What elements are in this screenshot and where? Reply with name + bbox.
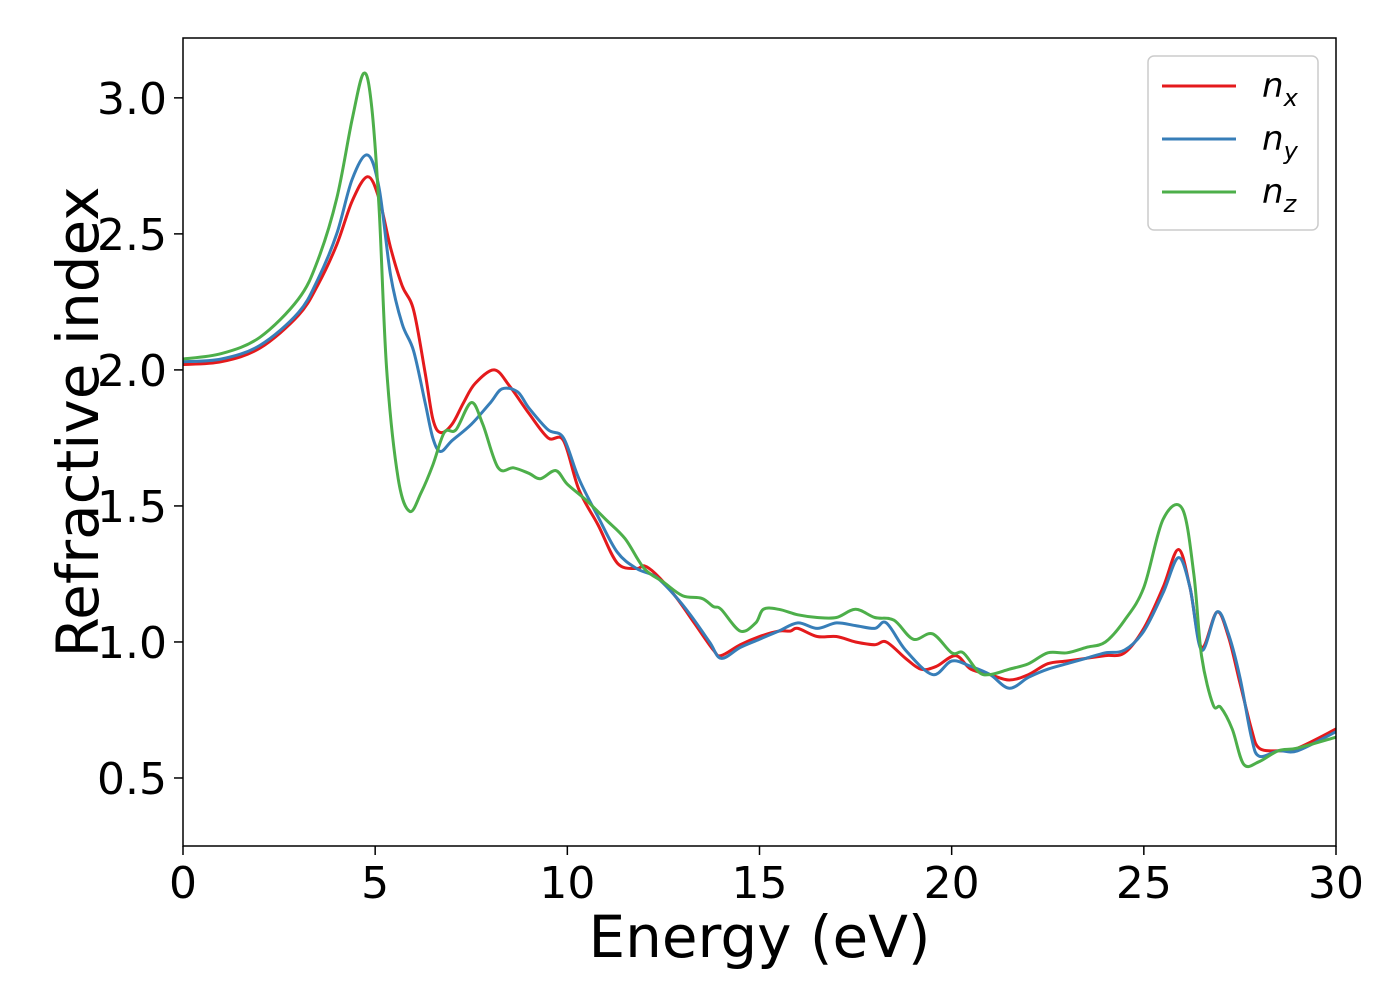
x-axis-ticks: 0 5 10 15 20 25 30	[169, 846, 1364, 909]
series-line-ny	[183, 153, 1336, 759]
legend-label-subscript: y	[1283, 137, 1299, 165]
legend-label-nz: nz	[1262, 172, 1298, 218]
series-layer	[183, 71, 1336, 769]
legend-label-base: n	[1262, 119, 1284, 159]
legend-label-subscript: x	[1283, 84, 1299, 112]
y-axis-ticks: 0.5 1.0 1.5 2.0 2.5 3.0	[97, 74, 183, 805]
legend-label-base: n	[1262, 66, 1284, 106]
x-tick-label: 30	[1308, 858, 1364, 909]
x-tick-label: 10	[539, 858, 595, 909]
y-tick-label: 2.0	[97, 346, 167, 397]
legend-label-ny: ny	[1262, 119, 1299, 165]
y-tick-label: 3.0	[97, 74, 167, 125]
x-tick-label: 0	[169, 858, 197, 909]
x-tick-label: 25	[1116, 858, 1172, 909]
series-line-nz	[183, 71, 1336, 769]
y-tick-label: 0.5	[97, 754, 167, 805]
x-tick-label: 5	[361, 858, 389, 909]
legend-label-subscript: z	[1283, 190, 1298, 218]
series-line-nx	[183, 175, 1336, 753]
legend-label-nx: nx	[1262, 66, 1299, 112]
y-tick-label: 1.5	[97, 482, 167, 533]
x-axis-label: Energy (eV)	[588, 903, 930, 971]
y-tick-label: 2.5	[97, 210, 167, 261]
x-tick-label: 15	[732, 858, 788, 909]
legend-box	[1147, 55, 1319, 231]
x-tick-label: 20	[924, 858, 980, 909]
y-tick-label: 1.0	[97, 618, 167, 669]
legend-label-base: n	[1262, 172, 1284, 212]
y-axis-label: Refractive index	[44, 186, 112, 657]
